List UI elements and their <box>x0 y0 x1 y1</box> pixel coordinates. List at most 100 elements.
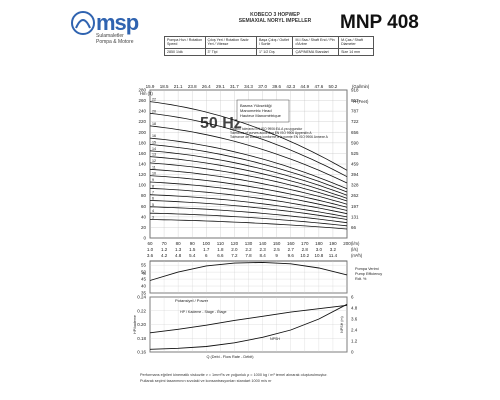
head-curve-stage-9 <box>149 181 348 211</box>
head-right-tick: 459 <box>351 162 359 167</box>
spec-cell: Size 14 mm <box>338 47 374 56</box>
flow-tick-lmin: 60 <box>147 241 153 246</box>
efficiency-tick: 40 <box>141 284 147 289</box>
head-right-tick: 656 <box>351 130 359 135</box>
npsh-curve <box>149 303 348 350</box>
head-right-unit: H (Feet) <box>353 99 369 104</box>
head-left-tick: 120 <box>138 172 146 177</box>
series-line-1: KOBECO 3 HOPWEP <box>250 12 300 18</box>
head-curve-label: 13 <box>152 153 156 157</box>
head-left-unit: Hm (ft) <box>140 91 153 96</box>
head-top-unit: (Gal/min) <box>352 84 370 89</box>
flow-tick-lmin: 120 <box>231 241 239 246</box>
efficiency-curve <box>149 261 348 281</box>
model-title: MNP 408 <box>340 12 419 33</box>
power-tick: 0.16 <box>137 350 146 355</box>
flow-tick-m3h: 10.8 <box>314 253 323 258</box>
flow-tick-m3h: 4.8 <box>175 253 182 258</box>
head-top-tick: 39.6 <box>272 84 281 89</box>
flow-tick-m3h: 8.4 <box>259 253 266 258</box>
head-curve-stage-13 <box>149 156 348 199</box>
head-curve-stage-4 <box>149 212 348 227</box>
head-top-tick: 15.9 <box>146 84 155 89</box>
head-note-line: Basma Yüksekliği <box>240 103 272 108</box>
head-right-tick: 131 <box>351 214 359 219</box>
flow-tick-m3h: 9.6 <box>288 253 295 258</box>
power-tick: 0.22 <box>137 308 146 313</box>
head-curve-stage-8 <box>149 187 348 215</box>
power-ylabel: HP/kademe <box>133 315 137 334</box>
head-curve-label: 4 <box>152 209 154 213</box>
head-top-tick: 18.5 <box>160 84 169 89</box>
head-top-tick: 26.4 <box>202 84 211 89</box>
head-top-tick: 44.9 <box>300 84 309 89</box>
head-curve-label: 12 <box>152 159 156 163</box>
flow-tick-lmin: 200 <box>343 241 351 246</box>
flow-tick-ls: 3.0 <box>316 247 323 252</box>
head-curve-label: 22 <box>152 98 156 102</box>
head-left-tick: 20 <box>141 225 147 230</box>
head-left-tick: 60 <box>141 204 147 209</box>
npsh-series-label: NPSH <box>270 337 280 341</box>
head-curve-stage-10 <box>149 175 348 208</box>
spec-value-row: 2850 1/dk 3" Tipi 1" 1/2 Dış ÇAP/NEMA St… <box>164 47 374 56</box>
head-curve-stage-20 <box>149 112 348 178</box>
flow-tick-m3h: 7.8 <box>245 253 252 258</box>
head-right-tick: 787 <box>351 109 359 114</box>
footer-line-2: Pullarak seçimi tasarımının sıvıdaki ve … <box>140 379 272 383</box>
efficiency-tick: 35 <box>141 291 147 296</box>
series-line-2: SEMIAXIAL NORYL IMPELLER <box>238 18 312 24</box>
power-chart-title: Potansiyel / Power <box>175 298 209 303</box>
flow-tick-lmin: 130 <box>245 241 253 246</box>
head-left-tick: 220 <box>138 119 146 124</box>
flow-tick-lmin: 70 <box>162 241 168 246</box>
brand-subtitle-line: Sulamaletler <box>96 33 124 39</box>
flow-tick-m3h: 9 <box>275 253 278 258</box>
head-curve-stage-22 <box>149 101 348 171</box>
head-curve-label: 7 <box>152 191 154 195</box>
flow-unit-ls: (l/s) <box>351 247 359 252</box>
flow-tick-ls: 2.5 <box>274 247 281 252</box>
footer-note: Performans eğrileri kinematik viskozite … <box>140 372 440 384</box>
flow-tick-m3h: 11.4 <box>329 253 338 258</box>
head-top-tick: 29.1 <box>216 84 225 89</box>
head-curve-stage-6 <box>149 200 348 220</box>
flow-tick-lmin: 160 <box>287 241 295 246</box>
efficiency-tick: 55 <box>141 263 147 268</box>
head-curve-label: 18 <box>152 122 156 126</box>
footer-line-1: Performans eğrileri kinematik viskozite … <box>140 373 328 377</box>
head-curve-label: 8 <box>152 184 154 188</box>
efficiency-tick: 50 <box>141 270 147 275</box>
flow-tick-ls: 1.2 <box>161 247 168 252</box>
head-top-tick: 21.1 <box>174 84 183 89</box>
flow-tick-m3h: 7.2 <box>231 253 238 258</box>
head-left-tick: 140 <box>138 162 146 167</box>
power-curve <box>149 304 348 334</box>
head-curve-label: 16 <box>152 134 156 138</box>
logo <box>70 10 96 45</box>
flow-tick-lmin: 100 <box>203 241 211 246</box>
brand-subtitle: Sulamaletler Pompa & Motore <box>96 33 156 45</box>
head-curve-label: 9 <box>152 178 154 182</box>
flow-tick-ls: 1.8 <box>217 247 224 252</box>
flow-tick-lmin: 150 <box>273 241 281 246</box>
head-curve-stage-12 <box>149 162 348 202</box>
flow-tick-ls: 2.3 <box>259 247 266 252</box>
power-tick: 0.18 <box>137 336 146 341</box>
head-right-tick: 66 <box>351 225 357 230</box>
efficiency-tick: 45 <box>141 277 147 282</box>
head-top-tick: 23.8 <box>188 84 197 89</box>
flow-tick-ls: 2.0 <box>231 247 238 252</box>
head-left-tick: 0 <box>143 236 146 241</box>
spec-header-row: Pompa Hızı / Rotation Speed Çıkış Yeri /… <box>164 36 374 49</box>
head-curve-label: 15 <box>152 140 156 144</box>
flow-tick-lmin: 170 <box>301 241 309 246</box>
head-right-tick: 590 <box>351 140 359 145</box>
efficiency-legend-line: Rdt. % <box>355 277 367 281</box>
power-series-label: HP / Kademe - Stage - Étage <box>180 309 226 314</box>
head-left-tick: 80 <box>141 193 147 198</box>
head-right-tick: 918 <box>351 88 359 93</box>
flow-tick-lmin: 180 <box>315 241 323 246</box>
npsh-tick: 3.6 <box>351 317 358 322</box>
logo-mark-icon <box>71 11 95 35</box>
